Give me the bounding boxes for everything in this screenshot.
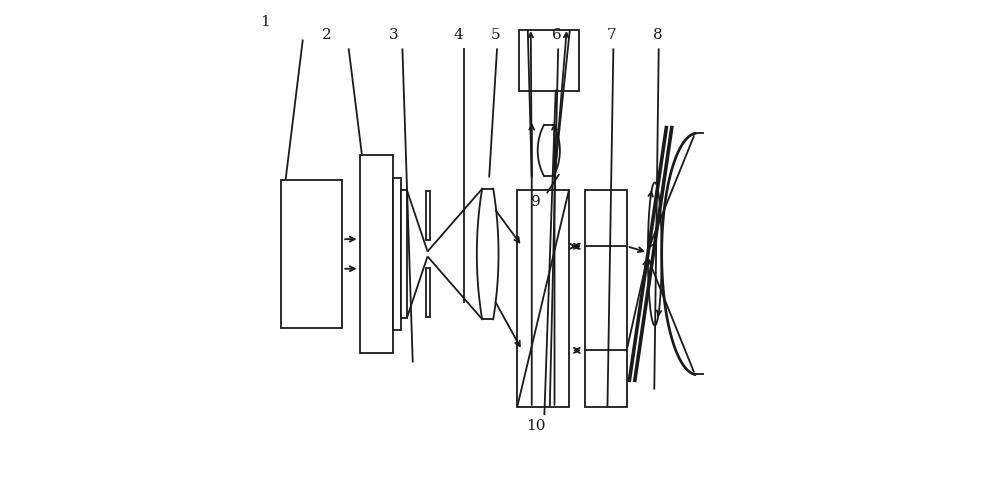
Bar	[519, 30, 579, 92]
Text: 8: 8	[653, 28, 663, 42]
Bar	[281, 180, 342, 328]
Text: 9: 9	[531, 195, 540, 209]
Text: 7: 7	[607, 28, 617, 42]
Bar	[393, 178, 401, 330]
Text: 2: 2	[322, 28, 331, 42]
Bar	[426, 191, 430, 240]
Bar	[360, 155, 393, 353]
Text: 5: 5	[491, 28, 501, 42]
Text: 3: 3	[389, 28, 399, 42]
Bar	[426, 268, 430, 317]
Text: 10: 10	[526, 420, 545, 434]
Text: 6: 6	[552, 28, 562, 42]
Bar	[585, 190, 627, 407]
Bar	[517, 190, 569, 407]
Bar	[401, 190, 407, 318]
Text: 1: 1	[260, 15, 270, 29]
Text: 4: 4	[453, 28, 463, 42]
